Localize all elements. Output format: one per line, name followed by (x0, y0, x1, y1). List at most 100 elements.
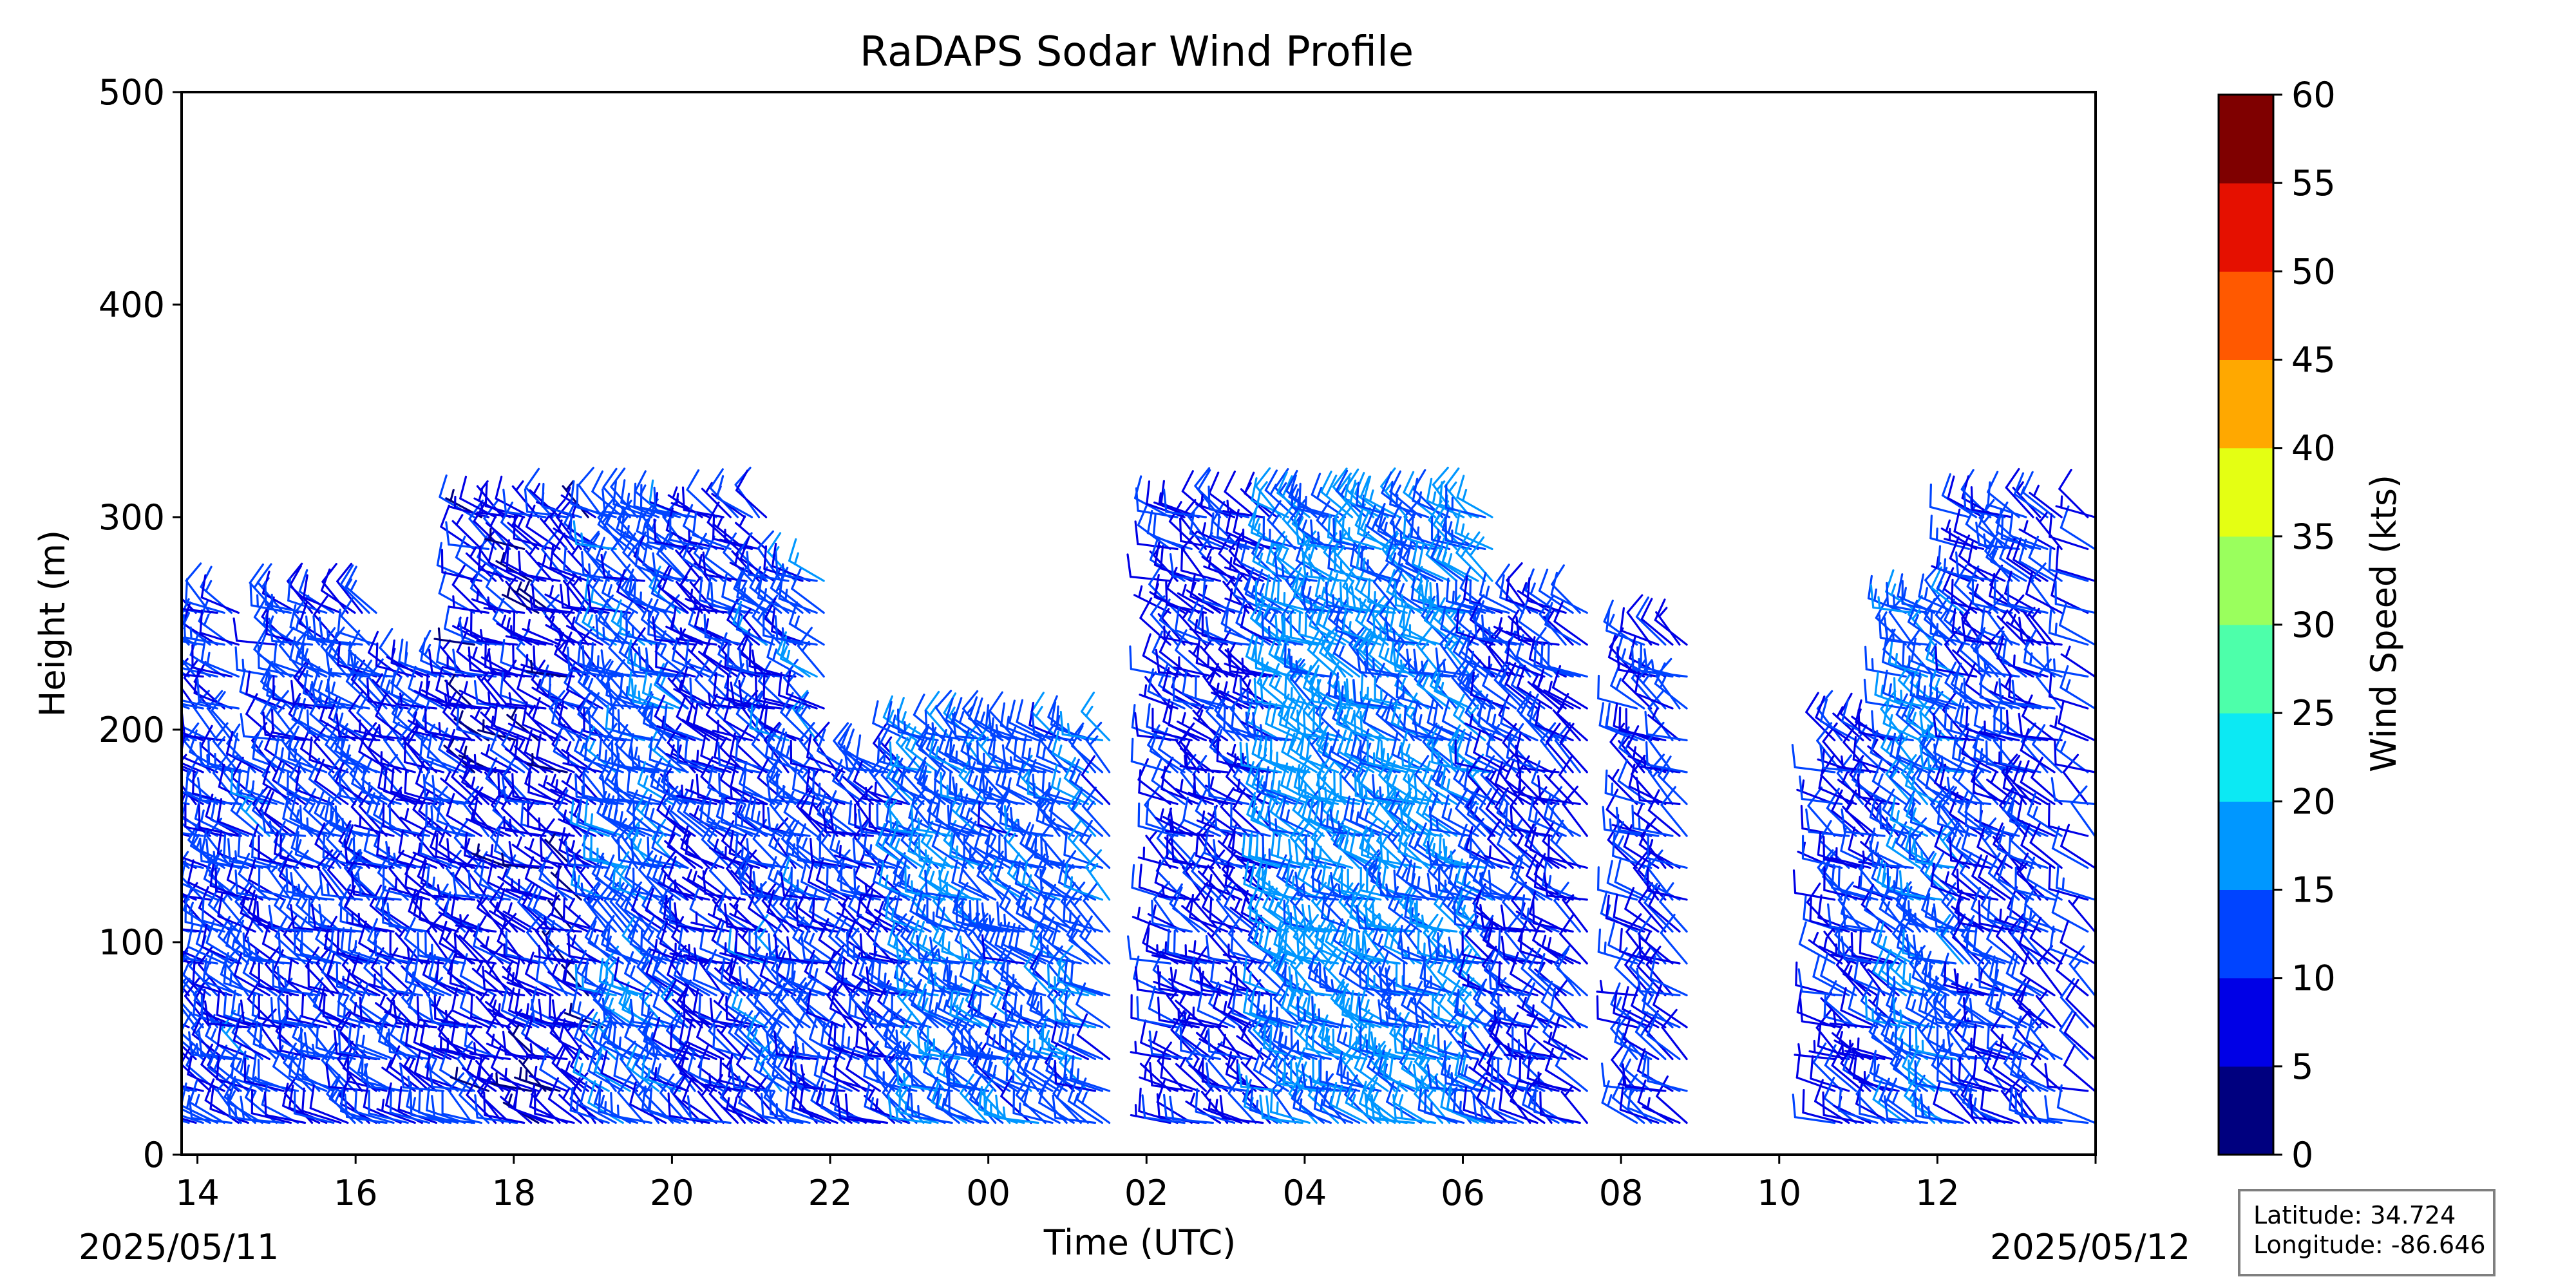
wind-barb (206, 690, 232, 742)
wind-barb (1555, 1044, 1588, 1092)
wind-barb (2020, 951, 2056, 997)
wind-barb (347, 927, 388, 965)
colorbar-tick-label: 25 (2291, 693, 2336, 734)
wind-barb (337, 992, 377, 1028)
wind-barb (189, 1079, 225, 1124)
wind-barb (200, 638, 240, 678)
wind-barb (390, 639, 431, 678)
x-tick-label: 04 (1283, 1173, 1327, 1213)
wind-barb (211, 691, 240, 742)
end-date-label: 2025/05/12 (1990, 1227, 2190, 1267)
wind-barb (431, 1095, 476, 1124)
wind-barb (276, 761, 314, 806)
wind-barb (419, 829, 459, 869)
wind-barb (374, 724, 416, 742)
wind-barb (318, 616, 363, 646)
wind-barb (402, 946, 445, 965)
x-axis: 14 16 18 20 22 00 02 04 06 08 10 12 (175, 1155, 2097, 1213)
wind-barb (294, 831, 335, 869)
wind-barb (404, 958, 445, 997)
wind-barb (182, 762, 204, 773)
colorbar-segment (2219, 625, 2273, 714)
wind-barb (231, 1054, 270, 1092)
wind-barb (258, 994, 299, 1028)
colorbar-tick-label: 15 (2291, 870, 2336, 911)
y-tick-label: 300 (99, 497, 165, 538)
wind-barb (418, 896, 459, 933)
wind-barb (233, 952, 270, 997)
wind-barb (258, 962, 299, 997)
wind-barb (308, 1009, 335, 1061)
wind-barb (182, 860, 190, 869)
wind-barb (375, 751, 416, 773)
wind-barb (182, 611, 183, 614)
wind-barb (286, 994, 328, 1028)
colorbar-segment (2219, 713, 2273, 802)
wind-barb (182, 703, 204, 710)
wind-barb (245, 670, 285, 710)
wind-barb (446, 793, 483, 837)
wind-barb (2060, 920, 2096, 965)
wind-barb (524, 468, 554, 518)
wind-barb (198, 804, 240, 837)
wind-barb (388, 1028, 431, 1061)
wind-barb (182, 866, 183, 869)
wind-barb (350, 659, 381, 710)
x-tick-label: 16 (334, 1173, 378, 1213)
wind-barb (404, 641, 445, 678)
wind-barb (337, 609, 377, 646)
wind-barb (433, 627, 476, 646)
x-tick-label: 10 (1757, 1173, 1801, 1213)
wind-barb (2058, 700, 2096, 742)
wind-barb (204, 1000, 249, 1028)
wind-barb (389, 1089, 431, 1124)
wind-barb (240, 999, 285, 1028)
wind-barb (455, 535, 490, 582)
wind-barb (283, 914, 314, 965)
wind-barb (354, 1088, 395, 1124)
wind-barb (375, 642, 416, 678)
wind-barb (450, 1066, 490, 1092)
wind-barb (368, 726, 402, 773)
wind-barb (232, 1018, 270, 1061)
wind-barb (2054, 580, 2096, 614)
wind-barb (399, 1064, 445, 1092)
wind-barb (311, 681, 356, 710)
wind-barb (182, 831, 204, 837)
wind-barb (685, 639, 724, 678)
wind-barb (321, 563, 349, 614)
wind-barb (182, 1057, 183, 1061)
x-axis-label: Time (UTC) (1043, 1222, 1236, 1263)
wind-barb (366, 677, 409, 710)
colorbar-tick-label: 30 (2291, 605, 2336, 645)
wind-barb (263, 791, 299, 837)
wind-barb (459, 985, 497, 1028)
wind-barb (223, 960, 263, 997)
wind-barb (187, 923, 225, 965)
wind-barb (1657, 755, 1688, 806)
wind-barb (278, 1027, 321, 1061)
wind-barb (199, 609, 240, 646)
wind-barb (1080, 691, 1111, 742)
colorbar-segment (2219, 978, 2273, 1067)
wind-barb (1550, 571, 1588, 614)
wind-barb (182, 764, 197, 773)
start-date-label: 2025/05/11 (79, 1227, 279, 1267)
wind-barb (368, 1090, 409, 1124)
colorbar-segment (2219, 448, 2273, 537)
wind-barb (243, 1057, 285, 1092)
wind-barb (200, 574, 240, 614)
wind-barb (272, 675, 314, 710)
wind-barb (2070, 785, 2096, 837)
wind-barb (361, 768, 402, 806)
wind-barb (433, 722, 476, 742)
wind-barb (182, 607, 218, 614)
wind-barb (376, 1099, 416, 1124)
wind-barb (276, 965, 321, 997)
wind-barb (339, 1011, 370, 1061)
wind-barb (399, 808, 438, 837)
location-info-box: Latitude: 34.724 Longitude: -86.646 (2238, 1189, 2496, 1276)
wind-barb (2044, 1095, 2089, 1124)
wind-barb (1070, 1055, 1111, 1092)
colorbar-tick-label: 50 (2291, 251, 2336, 292)
